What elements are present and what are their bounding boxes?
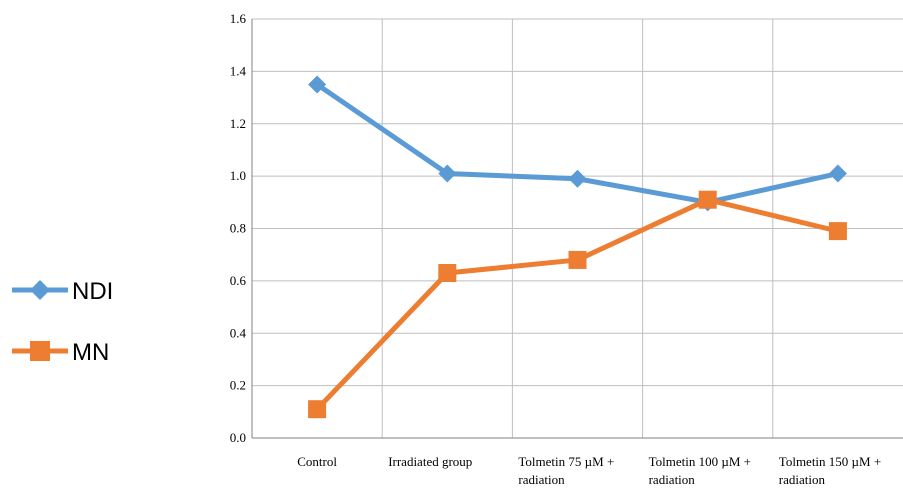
point-mn bbox=[828, 222, 847, 241]
series-lines bbox=[315, 82, 839, 411]
legend-label: MN bbox=[72, 339, 109, 366]
y-tick-label: 1.4 bbox=[230, 63, 247, 78]
legend: NDI MN bbox=[12, 278, 113, 366]
point-ndi bbox=[438, 164, 457, 183]
y-tick-label: 0.6 bbox=[230, 273, 247, 288]
legend-item-ndi: NDI bbox=[12, 278, 113, 305]
y-axis-ticks: 0.0 0.2 0.4 0.6 0.8 1.0 1.2 1.4 1.6 bbox=[230, 11, 247, 445]
point-mn bbox=[568, 250, 587, 269]
legend-marker bbox=[30, 280, 50, 300]
axes bbox=[251, 19, 903, 439]
series-line-mn bbox=[315, 197, 839, 411]
y-tick-label: 1.6 bbox=[230, 11, 247, 26]
x-tick-label: Tolmetin 75 µM + radiation bbox=[518, 454, 614, 487]
y-tick-label: 0.4 bbox=[230, 325, 247, 340]
y-tick-label: 0.0 bbox=[230, 430, 246, 445]
legend-item-mn: MN bbox=[12, 339, 109, 366]
point-ndi bbox=[308, 75, 327, 94]
y-tick-label: 0.2 bbox=[230, 378, 246, 393]
x-tick-label: Tolmetin 150 µM + radiation bbox=[779, 454, 881, 487]
x-tick-label: Irradiated group bbox=[388, 454, 472, 469]
y-tick-label: 0.8 bbox=[230, 221, 246, 236]
legend-label: NDI bbox=[72, 278, 113, 305]
legend-marker bbox=[30, 341, 50, 361]
point-ndi bbox=[568, 169, 587, 188]
x-tick-label: Control bbox=[297, 454, 337, 469]
point-mn bbox=[698, 190, 717, 209]
x-axis-ticks: Control Irradiated group Tolmetin 75 µM + r… bbox=[297, 454, 881, 487]
x-tick-label: Tolmetin 100 µM + radiation bbox=[649, 454, 751, 487]
series-markers bbox=[308, 75, 847, 419]
y-tick-label: 1.2 bbox=[230, 116, 246, 131]
point-mn bbox=[438, 264, 457, 283]
point-ndi bbox=[828, 164, 847, 183]
point-mn bbox=[308, 400, 327, 419]
y-tick-label: 1.0 bbox=[230, 168, 246, 183]
